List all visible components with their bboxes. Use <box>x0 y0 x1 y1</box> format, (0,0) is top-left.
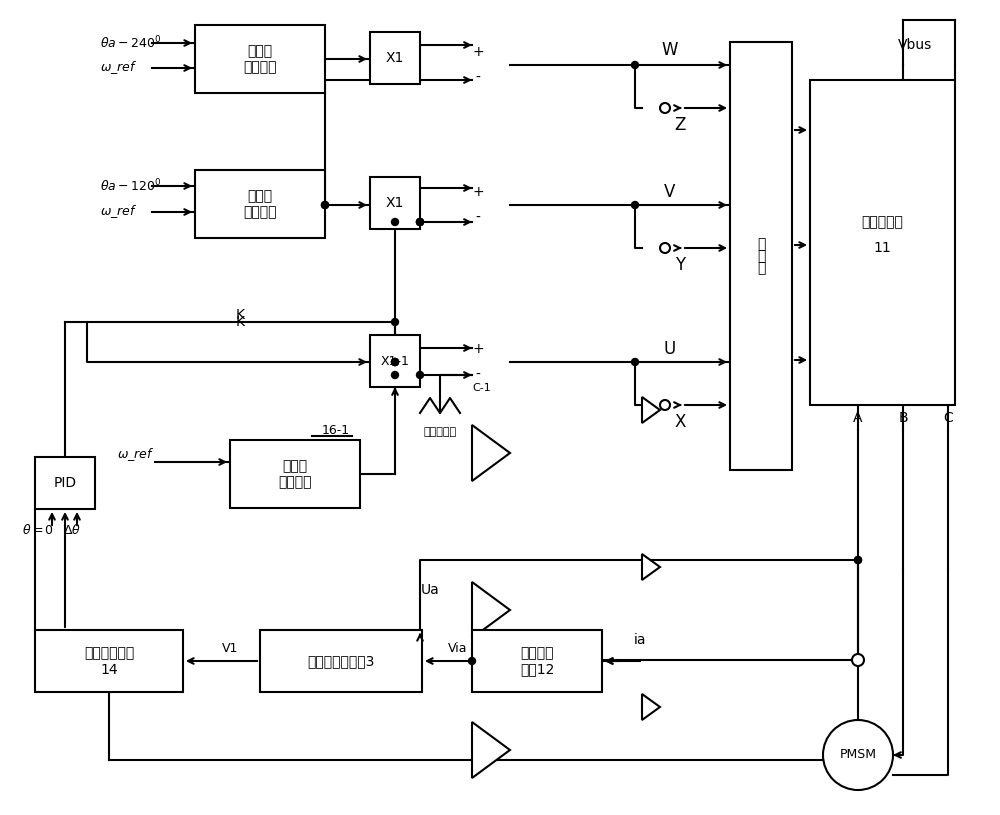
Text: W: W <box>662 41 678 59</box>
Text: 产生电路: 产生电路 <box>278 475 312 489</box>
Bar <box>195 25 325 93</box>
Bar <box>195 170 325 238</box>
Bar <box>810 80 955 405</box>
Text: $\omega\_ref$: $\omega\_ref$ <box>100 59 138 77</box>
Circle shape <box>660 103 670 113</box>
Text: 电流采样: 电流采样 <box>520 646 554 660</box>
Text: V1: V1 <box>222 642 238 655</box>
Circle shape <box>322 201 329 209</box>
Text: 三相逆变器: 三相逆变器 <box>862 215 903 230</box>
Text: PID: PID <box>53 476 77 490</box>
Bar <box>370 177 420 229</box>
Text: -: - <box>476 368 480 382</box>
Text: 动: 动 <box>757 249 765 263</box>
Text: 14: 14 <box>100 663 118 677</box>
Text: Y: Y <box>675 256 685 274</box>
Text: K: K <box>236 308 245 322</box>
Circle shape <box>392 319 399 325</box>
Text: Z: Z <box>674 116 686 134</box>
Polygon shape <box>642 694 660 720</box>
Text: $\theta a-240^{0}$: $\theta a-240^{0}$ <box>100 35 162 51</box>
Circle shape <box>392 218 399 226</box>
Text: X1-1: X1-1 <box>381 355 409 368</box>
Circle shape <box>632 201 639 209</box>
Text: 调制波: 调制波 <box>247 189 273 203</box>
Text: $\theta=0$: $\theta=0$ <box>22 523 54 537</box>
Text: Ua: Ua <box>421 583 439 597</box>
Circle shape <box>632 61 639 68</box>
Text: 驱: 驱 <box>757 237 765 251</box>
Text: 产生电路: 产生电路 <box>243 60 277 74</box>
Text: +: + <box>472 342 484 356</box>
Bar <box>730 42 792 470</box>
Text: X1: X1 <box>386 196 404 210</box>
Circle shape <box>854 557 862 563</box>
Circle shape <box>417 372 424 378</box>
Text: 反电势估算模块3: 反电势估算模块3 <box>307 654 375 668</box>
Circle shape <box>417 218 424 226</box>
Circle shape <box>392 359 399 365</box>
Circle shape <box>392 359 399 365</box>
Text: B: B <box>898 411 908 425</box>
Text: A: A <box>853 411 863 425</box>
Circle shape <box>417 218 424 226</box>
Text: ia: ia <box>634 633 646 647</box>
Circle shape <box>322 201 329 209</box>
Text: X1: X1 <box>386 51 404 65</box>
Circle shape <box>852 654 864 666</box>
Text: 16-1: 16-1 <box>322 424 350 437</box>
Text: $\omega\_ref$: $\omega\_ref$ <box>100 204 138 221</box>
Bar <box>370 32 420 84</box>
Circle shape <box>660 400 670 410</box>
Text: Via: Via <box>448 642 467 655</box>
Polygon shape <box>642 397 660 423</box>
Circle shape <box>392 359 399 365</box>
Text: 11: 11 <box>874 240 891 254</box>
Text: $\omega\_ref$: $\omega\_ref$ <box>117 447 155 464</box>
Text: +: + <box>472 45 484 59</box>
Text: 三角波信号: 三角波信号 <box>423 427 457 437</box>
Text: $\theta a-120^{0}$: $\theta a-120^{0}$ <box>100 178 162 194</box>
Bar <box>260 630 422 692</box>
Circle shape <box>854 557 862 563</box>
Text: 产生电路: 产生电路 <box>243 205 277 219</box>
Bar <box>472 630 602 692</box>
Text: $\Delta\theta$: $\Delta\theta$ <box>63 523 81 537</box>
Circle shape <box>823 720 893 790</box>
Bar <box>370 335 420 387</box>
Text: 角度计算电路: 角度计算电路 <box>84 646 134 660</box>
Text: +: + <box>472 185 484 199</box>
Text: 调制波: 调制波 <box>247 44 273 58</box>
Circle shape <box>632 359 639 365</box>
Circle shape <box>469 658 476 664</box>
Text: U: U <box>664 340 676 358</box>
Bar <box>230 440 360 508</box>
Polygon shape <box>642 554 660 580</box>
Text: PMSM: PMSM <box>840 748 876 761</box>
Text: Vbus: Vbus <box>898 38 932 52</box>
Polygon shape <box>472 582 510 638</box>
Text: -: - <box>476 211 480 225</box>
Polygon shape <box>472 425 510 481</box>
Circle shape <box>392 372 399 378</box>
Text: C: C <box>943 411 953 425</box>
Text: 电路12: 电路12 <box>520 662 554 676</box>
Text: K: K <box>236 315 245 329</box>
Bar <box>35 630 183 692</box>
Text: V: V <box>664 183 676 201</box>
Bar <box>35 457 95 509</box>
Text: -: - <box>476 71 480 85</box>
Text: 调制波: 调制波 <box>282 459 308 473</box>
Text: C-1: C-1 <box>473 383 491 393</box>
Text: X: X <box>674 413 686 431</box>
Circle shape <box>660 243 670 253</box>
Polygon shape <box>472 722 510 778</box>
Circle shape <box>417 218 424 226</box>
Text: 器: 器 <box>757 261 765 275</box>
